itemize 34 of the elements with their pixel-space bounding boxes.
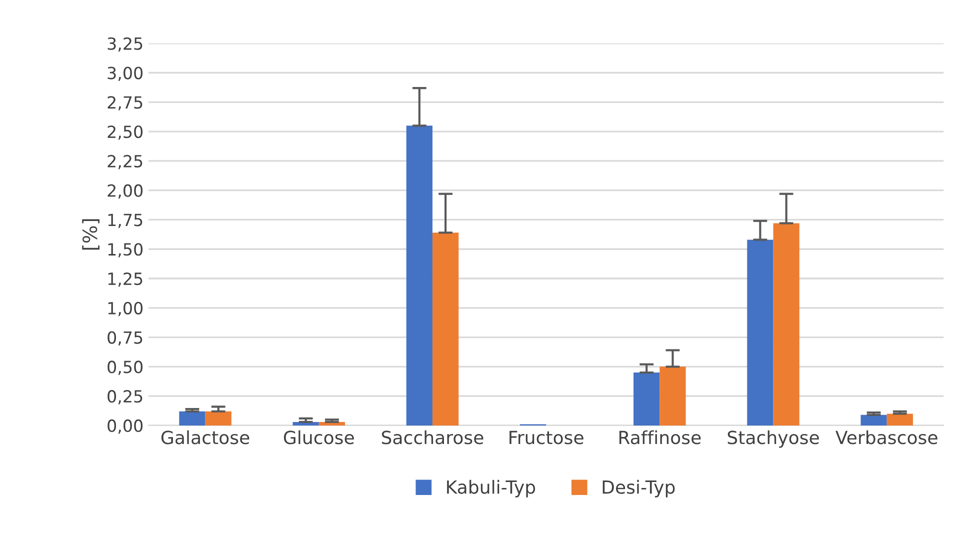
y-tick-label: 2,00 [108, 184, 143, 199]
y-tick-label: 1,75 [108, 214, 142, 228]
bar [660, 366, 686, 426]
y-tick-label: 1,00 [108, 302, 143, 316]
x-tick-label: Galactose [161, 430, 250, 444]
y-tick-label: 0,50 [108, 360, 143, 375]
y-tick-label: 1,25 [108, 272, 142, 287]
bar [747, 240, 774, 426]
x-tick-label: Glucose [284, 430, 354, 444]
legend-label: Kabuli-Typ [447, 480, 536, 498]
bar [432, 232, 459, 426]
y-tick-label: 3,00 [108, 66, 143, 82]
bar [205, 411, 232, 426]
bar [886, 414, 913, 426]
y-tick-label: 2,25 [108, 154, 142, 170]
y-tick-label: 0,75 [108, 331, 142, 346]
x-tick-label: Saccharose [382, 430, 484, 444]
x-tick-label: Raffinose [619, 430, 701, 444]
y-tick-label: 2,50 [108, 126, 143, 140]
y-tick-label: 1,50 [108, 243, 143, 258]
y-tick-label: 0,00 [108, 419, 143, 434]
bar [773, 223, 800, 426]
x-tick-label: Stachyose [728, 430, 819, 448]
bar [634, 372, 660, 426]
bar [179, 411, 206, 426]
x-tick-label: Fructose [510, 430, 584, 444]
y-tick-label: 0,25 [108, 390, 142, 404]
bar [860, 414, 887, 426]
x-tick-label: Verbascose [836, 430, 938, 444]
y-axis-title: [%] [82, 219, 100, 250]
y-tick-label: 3,25 [108, 37, 142, 52]
legend-label: Desi-Typ [602, 480, 675, 498]
bar [406, 126, 432, 426]
y-tick-label: 2,75 [108, 96, 142, 110]
